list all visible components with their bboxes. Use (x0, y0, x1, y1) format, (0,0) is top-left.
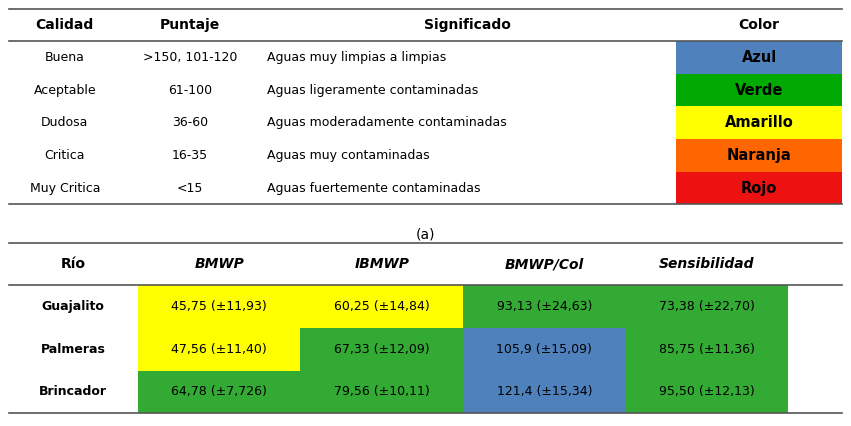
FancyBboxPatch shape (463, 371, 625, 413)
FancyBboxPatch shape (625, 371, 788, 413)
Text: Significado: Significado (424, 18, 511, 32)
Text: Puntaje: Puntaje (160, 18, 220, 32)
Text: 60,25 (±14,84): 60,25 (±14,84) (334, 300, 430, 313)
Text: Río: Río (60, 257, 86, 271)
FancyBboxPatch shape (300, 371, 463, 413)
Text: <15: <15 (177, 181, 203, 195)
FancyBboxPatch shape (300, 285, 463, 328)
Text: Calidad: Calidad (36, 18, 94, 32)
Text: Color: Color (739, 18, 780, 32)
FancyBboxPatch shape (676, 74, 842, 106)
Text: 64,78 (±7,726): 64,78 (±7,726) (171, 386, 267, 398)
Text: Verde: Verde (735, 83, 783, 98)
Text: Brincador: Brincador (39, 386, 107, 398)
Text: 85,75 (±11,36): 85,75 (±11,36) (659, 343, 755, 356)
FancyBboxPatch shape (463, 285, 625, 328)
FancyBboxPatch shape (676, 41, 842, 74)
Text: Muy Critica: Muy Critica (30, 181, 100, 195)
FancyBboxPatch shape (676, 139, 842, 172)
Text: Guajalito: Guajalito (42, 300, 105, 313)
Text: Aguas muy limpias a limpias: Aguas muy limpias a limpias (267, 51, 446, 64)
FancyBboxPatch shape (625, 328, 788, 371)
Text: >150, 101-120: >150, 101-120 (143, 51, 237, 64)
Text: Dudosa: Dudosa (41, 116, 89, 130)
Text: Aguas moderadamente contaminadas: Aguas moderadamente contaminadas (267, 116, 507, 130)
FancyBboxPatch shape (300, 328, 463, 371)
Text: Aguas fuertemente contaminadas: Aguas fuertemente contaminadas (267, 181, 481, 195)
Text: 45,75 (±11,93): 45,75 (±11,93) (171, 300, 267, 313)
FancyBboxPatch shape (625, 285, 788, 328)
FancyBboxPatch shape (463, 328, 625, 371)
Text: Sensibilidad: Sensibilidad (660, 257, 755, 271)
Text: 73,38 (±22,70): 73,38 (±22,70) (659, 300, 755, 313)
Text: (a): (a) (416, 228, 435, 242)
Text: Buena: Buena (45, 51, 85, 64)
Text: Aguas muy contaminadas: Aguas muy contaminadas (267, 149, 430, 162)
Text: 67,33 (±12,09): 67,33 (±12,09) (334, 343, 430, 356)
Text: 79,56 (±10,11): 79,56 (±10,11) (334, 386, 430, 398)
FancyBboxPatch shape (138, 371, 300, 413)
Text: Rojo: Rojo (741, 181, 777, 196)
Text: Azul: Azul (741, 50, 777, 65)
Text: 61-100: 61-100 (168, 83, 212, 97)
Text: BMWP/Col: BMWP/Col (505, 257, 584, 271)
Text: Amarillo: Amarillo (725, 115, 793, 130)
Text: Naranja: Naranja (727, 148, 791, 163)
Text: Palmeras: Palmeras (41, 343, 106, 356)
Text: 36-60: 36-60 (172, 116, 208, 130)
Text: 121,4 (±15,34): 121,4 (±15,34) (497, 386, 592, 398)
FancyBboxPatch shape (676, 106, 842, 139)
Text: Aceptable: Aceptable (33, 83, 96, 97)
FancyBboxPatch shape (676, 172, 842, 204)
FancyBboxPatch shape (138, 285, 300, 328)
Text: 105,9 (±15,09): 105,9 (±15,09) (496, 343, 592, 356)
Text: IBMWP: IBMWP (354, 257, 409, 271)
Text: Critica: Critica (44, 149, 85, 162)
FancyBboxPatch shape (138, 328, 300, 371)
Text: 95,50 (±12,13): 95,50 (±12,13) (659, 386, 755, 398)
Text: 16-35: 16-35 (172, 149, 208, 162)
Text: 47,56 (±11,40): 47,56 (±11,40) (171, 343, 267, 356)
Text: Aguas ligeramente contaminadas: Aguas ligeramente contaminadas (267, 83, 478, 97)
Text: 93,13 (±24,63): 93,13 (±24,63) (497, 300, 592, 313)
Text: BMWP: BMWP (194, 257, 244, 271)
